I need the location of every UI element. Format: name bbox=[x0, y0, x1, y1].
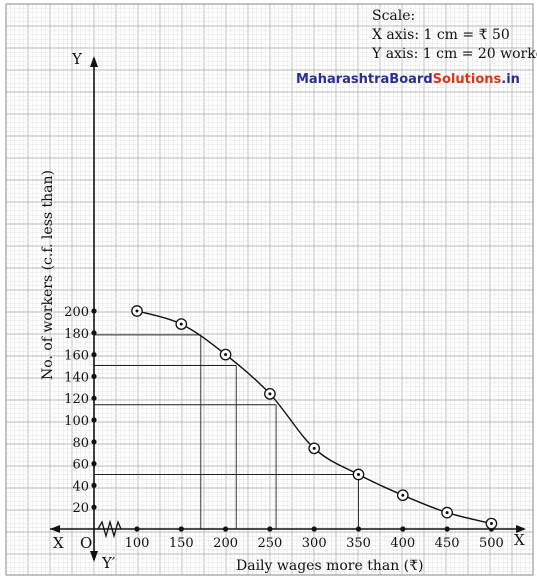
y-tick-label: 140 bbox=[64, 370, 89, 385]
series-layer bbox=[131, 305, 498, 530]
scale-x-line: X axis: 1 cm = ₹ 50 bbox=[372, 27, 510, 43]
data-point-dot bbox=[489, 522, 493, 526]
x-tick-dot bbox=[444, 526, 450, 532]
watermark-part1: MaharashtraBoard bbox=[296, 72, 433, 87]
scale-y-line: Y axis: 1 cm = 20 workers bbox=[371, 46, 537, 62]
x-tick-dot bbox=[311, 526, 317, 532]
x-tick-dot bbox=[134, 526, 140, 532]
y-tick-label: 60 bbox=[72, 458, 89, 473]
data-point-dot bbox=[268, 392, 272, 396]
x-tick-label: 150 bbox=[169, 536, 194, 551]
y-tick-dot bbox=[91, 439, 97, 445]
x-axis-title: Daily wages more than (₹) bbox=[236, 558, 424, 574]
data-point-dot bbox=[179, 322, 183, 326]
x-tick-dot bbox=[267, 526, 273, 532]
y-tick-dot bbox=[91, 461, 97, 467]
y-tick-dot bbox=[91, 395, 97, 401]
x-left-letter: X bbox=[53, 534, 64, 552]
x-axis-arrow-left bbox=[50, 525, 60, 533]
x-tick-label: 250 bbox=[257, 536, 282, 551]
y-tick-dot bbox=[91, 352, 97, 358]
x-tick-label: 400 bbox=[390, 536, 415, 551]
watermark-part2: Solutions bbox=[433, 72, 502, 87]
x-tick-dot bbox=[178, 526, 184, 532]
x-tick-dot bbox=[355, 526, 362, 532]
axis-break-zigzag bbox=[97, 519, 122, 539]
data-point-dot bbox=[312, 446, 316, 450]
x-tick-label: 200 bbox=[213, 536, 238, 551]
y-top-letter: Y bbox=[71, 50, 83, 68]
tick-labels: 20 40 60 80 100 120 140 160 180 200 100 150 200 250 30… bbox=[64, 305, 504, 551]
watermark: MaharashtraBoardSolutions.in bbox=[296, 72, 520, 87]
y-bottom-letter: Y′ bbox=[101, 554, 116, 572]
origin-letter: O bbox=[80, 534, 92, 552]
y-tick-label: 40 bbox=[72, 479, 89, 494]
y-tick-label: 200 bbox=[64, 305, 89, 320]
reference-lines bbox=[94, 334, 359, 529]
x-tick-dot bbox=[223, 526, 229, 532]
watermark-part3: .in bbox=[501, 72, 520, 87]
data-point-dot bbox=[224, 353, 228, 357]
y-tick-dot bbox=[91, 417, 97, 423]
y-tick-dot bbox=[91, 482, 97, 488]
x-axis-arrow-right bbox=[516, 525, 526, 533]
data-point-dot bbox=[445, 511, 449, 515]
y-tick-dot bbox=[91, 504, 97, 510]
graph-paper-grid bbox=[5, 3, 534, 576]
x-tick-label: 300 bbox=[302, 536, 327, 551]
y-tick-label: 160 bbox=[64, 349, 89, 364]
y-tick-label: 20 bbox=[72, 501, 89, 516]
x-tick-label: 500 bbox=[479, 536, 504, 551]
scale-box: Scale: X axis: 1 cm = ₹ 50 Y axis: 1 cm … bbox=[371, 8, 537, 62]
y-tick-label: 80 bbox=[72, 436, 89, 451]
y-tick-dot bbox=[91, 373, 97, 379]
x-tick-label: 450 bbox=[435, 536, 460, 551]
y-tick-label: 120 bbox=[64, 392, 89, 407]
data-point-dot bbox=[135, 309, 139, 313]
y-tick-label: 180 bbox=[64, 327, 89, 342]
y-axis-arrow-top bbox=[90, 56, 98, 67]
y-tick-label: 100 bbox=[64, 414, 89, 429]
y-axis-title: No. of workers (c.f. less than) bbox=[40, 170, 56, 380]
y-axis-arrow-bottom bbox=[90, 551, 98, 562]
scale-heading: Scale: bbox=[372, 8, 415, 24]
x-tick-label: 100 bbox=[125, 536, 150, 551]
data-point-dot bbox=[357, 473, 360, 476]
y-tick-dot bbox=[91, 308, 97, 314]
x-tick-label: 350 bbox=[346, 536, 371, 551]
graph-border bbox=[5, 3, 534, 576]
y-tick-dot bbox=[91, 330, 97, 336]
x-right-letter: X bbox=[514, 531, 525, 549]
x-tick-dot bbox=[400, 526, 406, 532]
data-point-dot bbox=[401, 493, 405, 497]
